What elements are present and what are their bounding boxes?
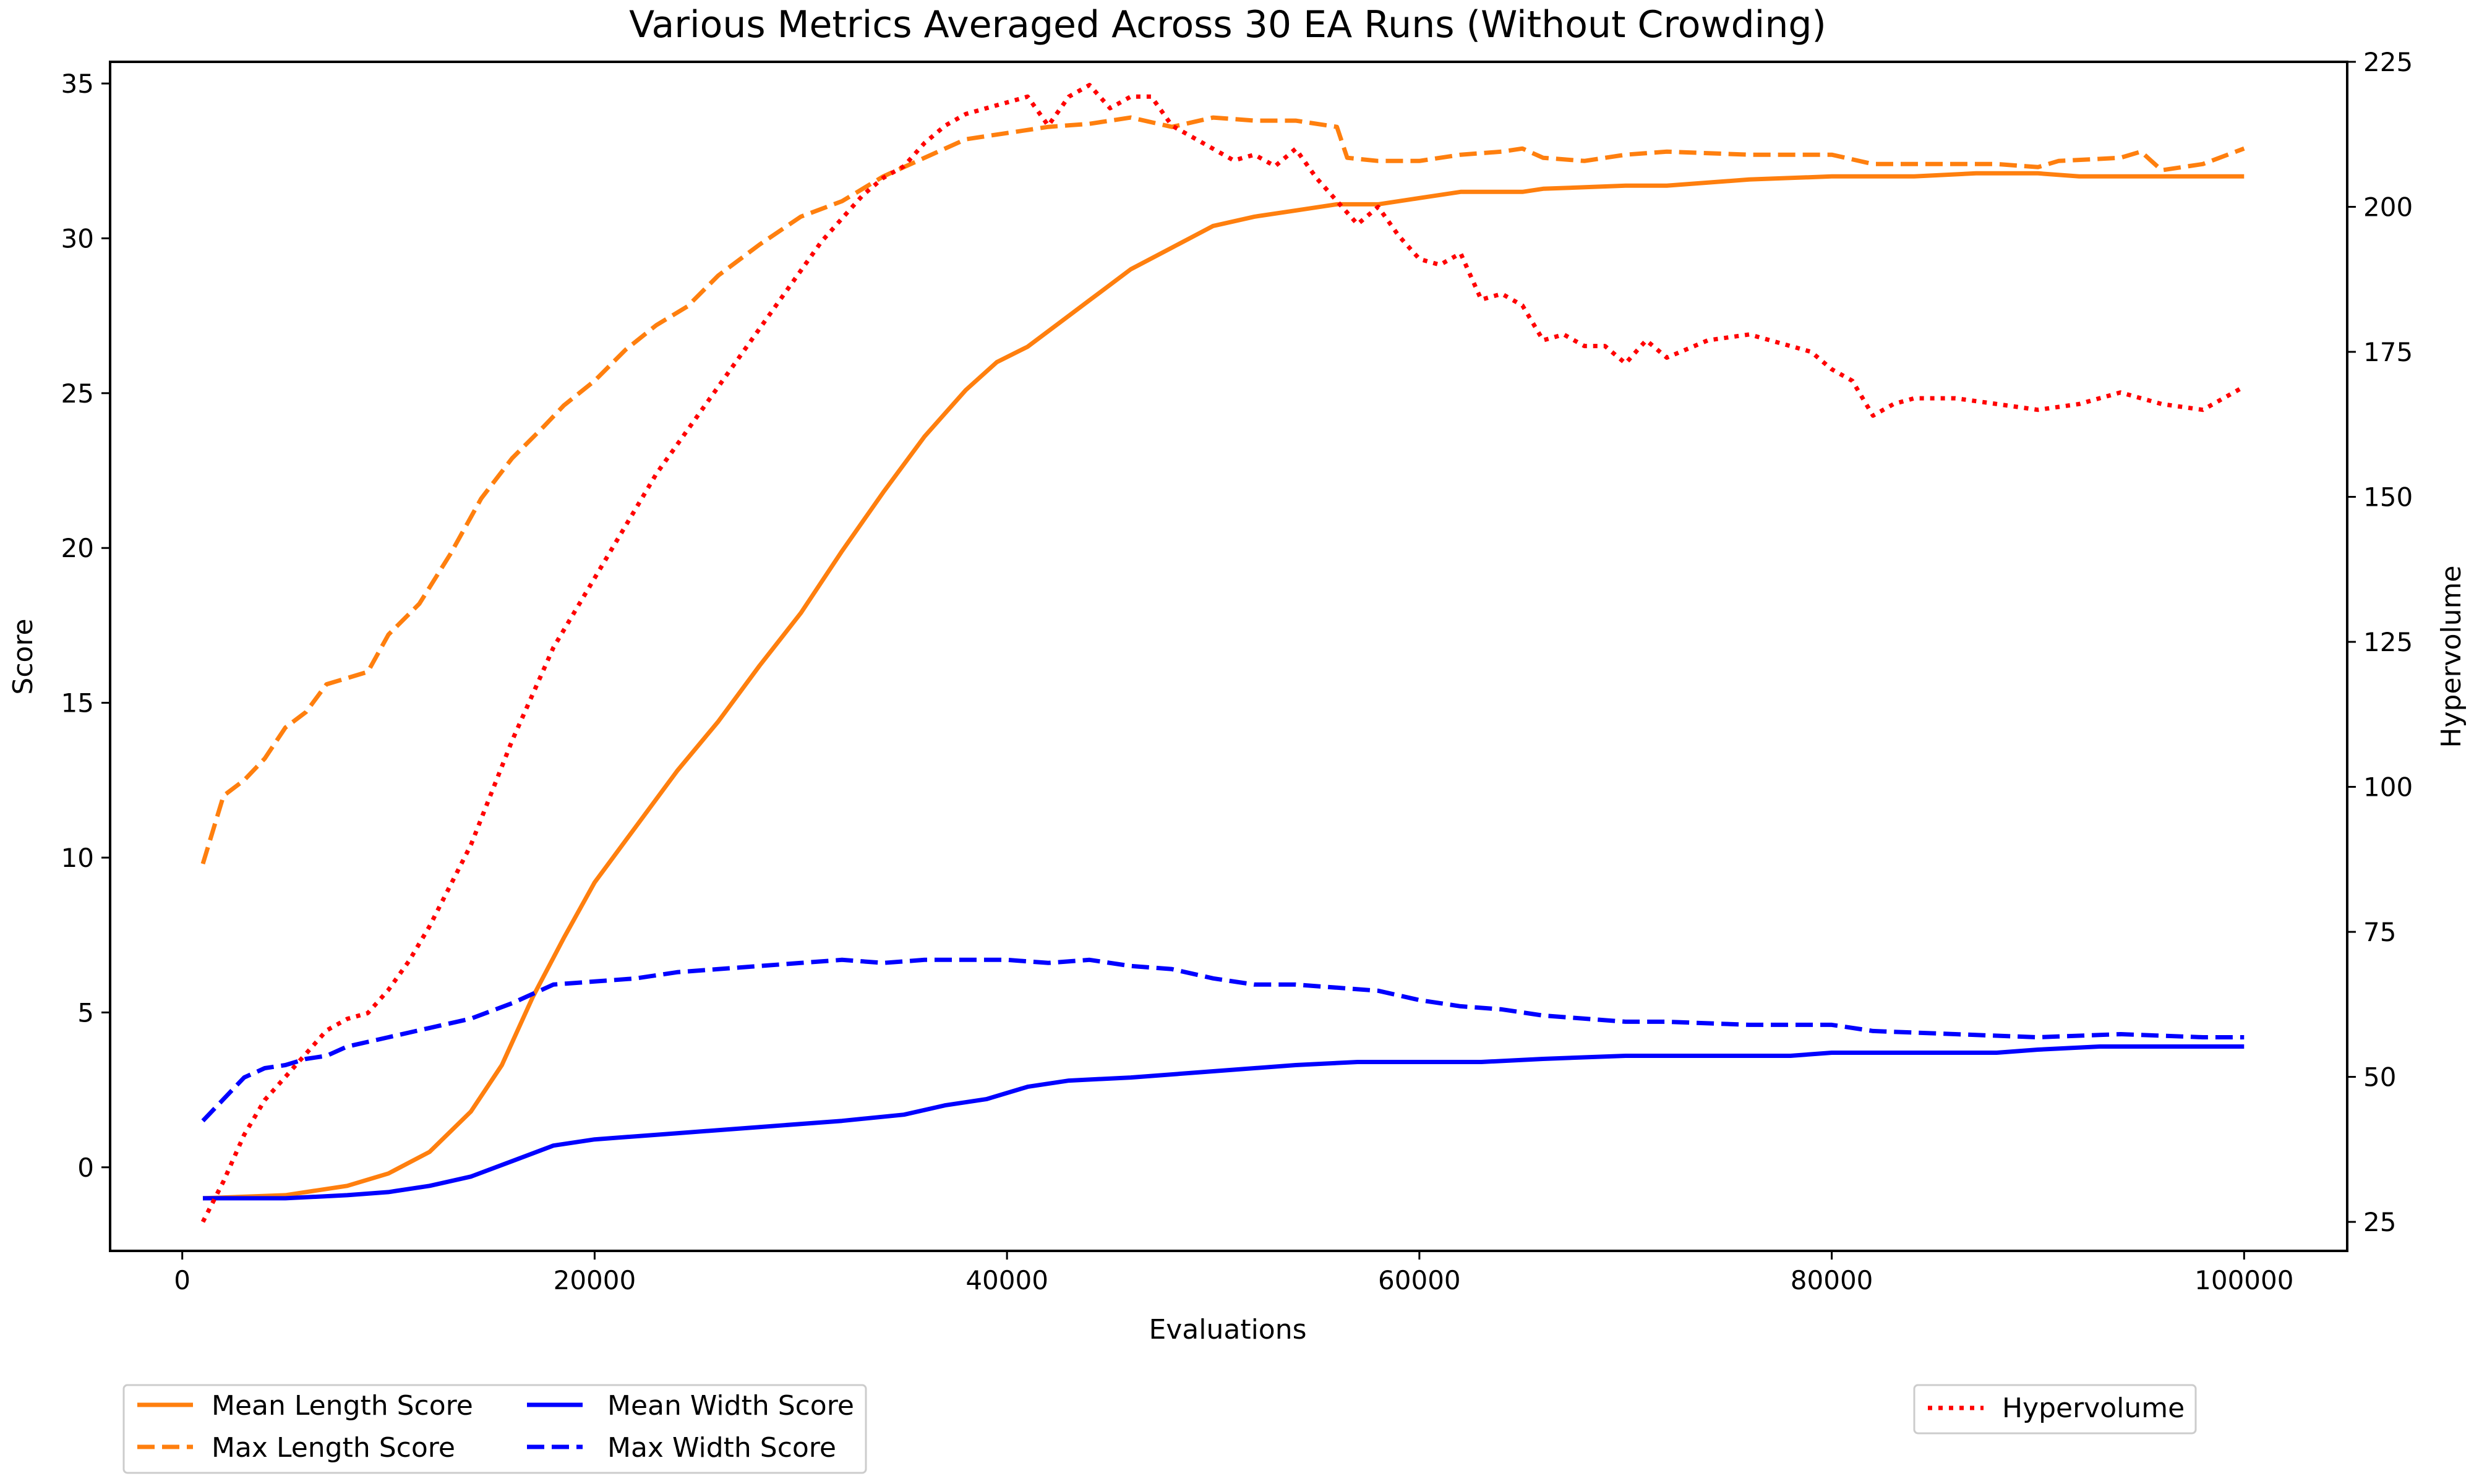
y-axis-label: Score xyxy=(7,618,39,694)
y2-tick-label: 75 xyxy=(2363,917,2396,947)
x-axis: 0 20000 40000 60000 80000 100000 xyxy=(174,1251,2293,1295)
y-tick-label: 15 xyxy=(61,688,94,719)
y2-tick-label: 200 xyxy=(2363,192,2413,223)
y-tick-label: 0 xyxy=(77,1153,94,1183)
legend-label-mean-width: Mean Width Score xyxy=(607,1390,854,1422)
series-line-mean-length-score xyxy=(202,171,2245,1201)
x-tick-label: 80000 xyxy=(1791,1265,1873,1295)
plot-frame xyxy=(109,61,2348,1252)
legend-left: Mean Length Score Max Length Score Mean … xyxy=(122,1384,867,1474)
series-line-mean-width-score xyxy=(203,1044,2245,1201)
legend-right: Hypervolume xyxy=(1913,1384,2197,1435)
x-tick-label: 20000 xyxy=(554,1265,636,1295)
y-tick-label: 25 xyxy=(61,378,94,409)
y2-tick-label: 175 xyxy=(2363,337,2413,367)
y2-tick-label: 25 xyxy=(2363,1207,2396,1237)
y2-tick-label: 225 xyxy=(2363,47,2413,77)
x-axis-label: Evaluations xyxy=(1149,1314,1306,1345)
y-tick-label: 5 xyxy=(77,997,94,1028)
y-axis-left: 0 5 10 15 20 25 30 35 xyxy=(61,69,110,1183)
y-tick-label: 10 xyxy=(61,843,94,873)
y-axis-right: 25 50 75 100 125 150 175 200 225 xyxy=(2347,47,2413,1237)
legend-left-box xyxy=(122,1384,867,1474)
chart-title: Various Metrics Averaged Across 30 EA Ru… xyxy=(629,3,1826,46)
x-tick-label: 0 xyxy=(174,1265,190,1295)
y2-tick-label: 150 xyxy=(2363,482,2413,513)
legend-label-max-length: Max Length Score xyxy=(212,1432,455,1464)
y-tick-label: 20 xyxy=(61,533,94,563)
y2-axis-label: Hypervolume xyxy=(2436,565,2467,748)
legend-label-hypervolume: Hypervolume xyxy=(2002,1392,2185,1424)
y2-tick-label: 50 xyxy=(2363,1062,2396,1093)
series-line-max-length-score xyxy=(200,115,2245,865)
legend-label-mean-length: Mean Length Score xyxy=(212,1390,473,1422)
series-line-hypervolume xyxy=(200,83,2246,1223)
y-tick-label: 35 xyxy=(61,69,94,99)
series-line-max-width-score xyxy=(201,957,2245,1123)
x-tick-label: 40000 xyxy=(965,1265,1048,1295)
x-tick-label: 60000 xyxy=(1378,1265,1461,1295)
x-tick-label: 100000 xyxy=(2194,1265,2293,1295)
legend-label-max-width: Max Width Score xyxy=(607,1432,836,1464)
legend-right-box xyxy=(1913,1384,2197,1435)
y2-tick-label: 100 xyxy=(2363,772,2413,803)
y-tick-label: 30 xyxy=(61,223,94,254)
y2-tick-label: 125 xyxy=(2363,627,2413,657)
